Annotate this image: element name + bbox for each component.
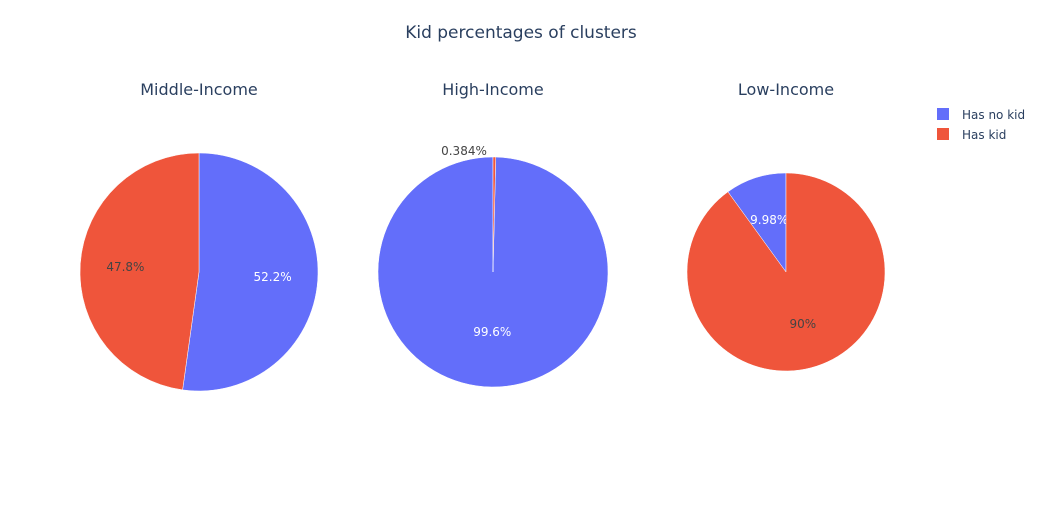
slice-high-income-has-kid[interactable]: [492, 156, 497, 273]
legend-label-has-kid: Has kid: [962, 128, 1006, 142]
legend-item-has-kid[interactable]: Has kid: [937, 128, 1006, 142]
pie-low-income: 9.98% 90%: [686, 172, 886, 372]
chart-title: Kid percentages of clusters: [405, 23, 637, 43]
legend-swatch-has-kid: [937, 128, 949, 140]
slice-label-middle-income-has-no-kid: 52.2%: [254, 270, 292, 284]
slice-middle-income-has-no-kid[interactable]: [182, 152, 319, 392]
slice-middle-income-has-kid[interactable]: [79, 152, 200, 391]
pie-title-high-income: High-Income: [442, 80, 543, 99]
pie-title-middle-income: Middle-Income: [140, 80, 258, 99]
slice-label-high-income-has-no-kid: 99.6%: [473, 325, 511, 339]
slice-label-low-income-has-no-kid: 9.98%: [750, 213, 788, 227]
legend-item-has-no-kid[interactable]: Has no kid: [937, 108, 1025, 122]
pie-high-income: 99.6% 0.384%: [377, 144, 609, 388]
slice-label-middle-income-has-kid: 47.8%: [106, 260, 144, 274]
pie-middle-income: 52.2% 47.8%: [79, 152, 319, 392]
legend-swatch-has-no-kid: [937, 108, 949, 120]
slice-label-high-income-has-kid: 0.384%: [441, 144, 487, 158]
legend-label-has-no-kid: Has no kid: [962, 108, 1025, 122]
slice-low-income-has-kid[interactable]: [686, 172, 886, 372]
slice-label-low-income-has-kid: 90%: [789, 317, 816, 331]
pie-title-low-income: Low-Income: [738, 80, 834, 99]
legend: Has no kid Has kid: [937, 108, 1025, 142]
pies-group: 52.2% 47.8% 99.6% 0.384% 9.98% 90%: [79, 144, 886, 392]
